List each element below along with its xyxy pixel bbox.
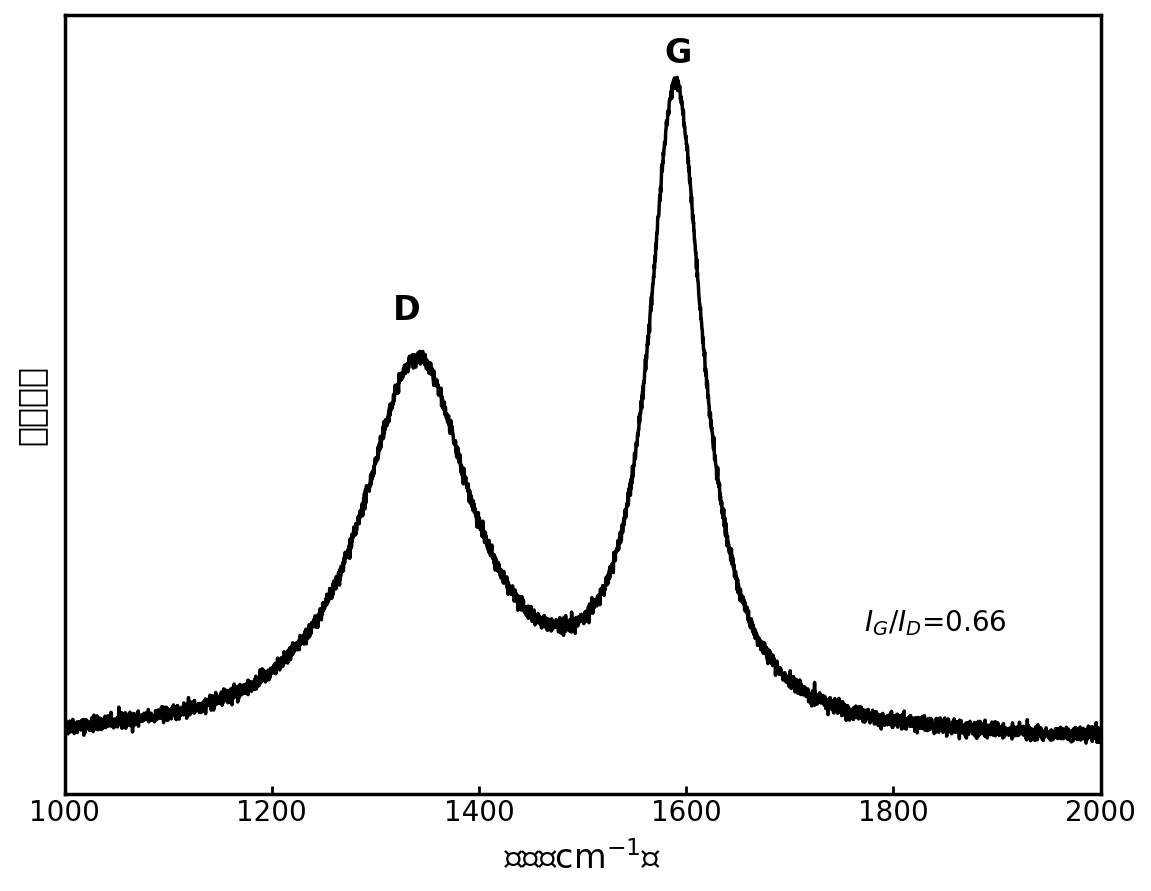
Text: G: G bbox=[664, 37, 692, 69]
Text: D: D bbox=[392, 294, 420, 327]
X-axis label: 波数（cm$^{-1}$）: 波数（cm$^{-1}$） bbox=[504, 841, 661, 876]
Y-axis label: 相对强度: 相对强度 bbox=[15, 364, 48, 445]
Text: $I_G$/$I_D$=0.66: $I_G$/$I_D$=0.66 bbox=[863, 608, 1006, 638]
